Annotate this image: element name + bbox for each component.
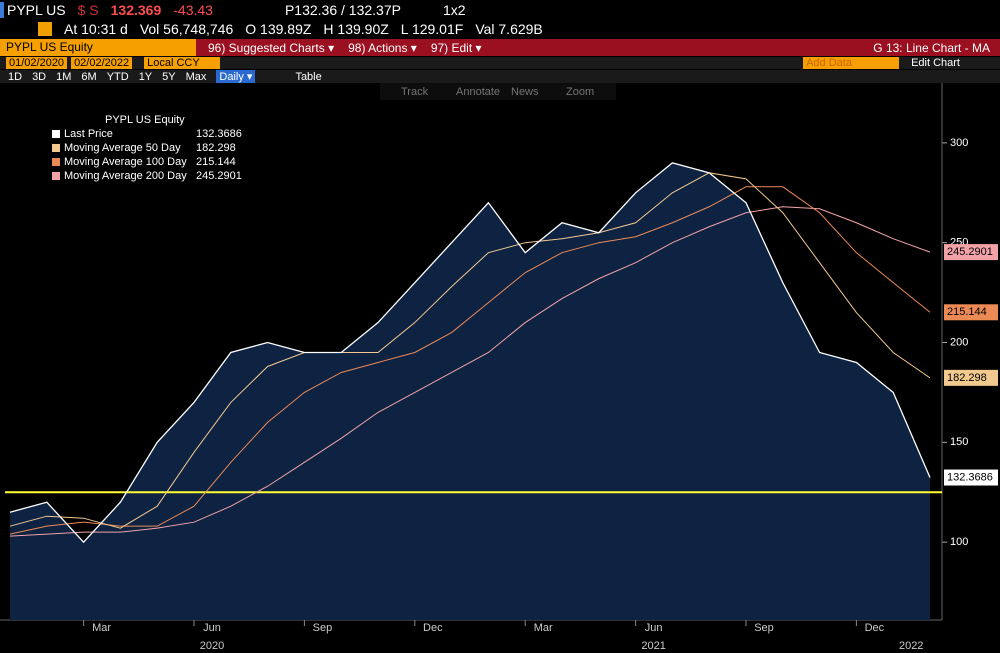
legend-title: PYPL US Equity — [105, 114, 185, 126]
currency: $ S — [77, 2, 99, 18]
time: At 10:31 d — [64, 21, 128, 37]
table-button[interactable]: Table — [295, 70, 322, 83]
icon — [38, 22, 52, 36]
x-tick-label: Sep — [313, 622, 333, 634]
legend-swatch — [52, 172, 60, 180]
price-tag-label: 215.144 — [947, 306, 987, 318]
view-name: G 13: Line Chart - MA — [873, 40, 990, 55]
legend-value: 245.2901 — [196, 170, 242, 182]
year-label: 2022 — [899, 640, 923, 652]
security[interactable]: PYPL US Equity — [0, 39, 196, 56]
date-row: 01/02/2020 02/02/2022 Local CCY Add Data… — [0, 57, 1000, 69]
quote-row: PYPL US $ S 132.369 -43.43 P132.36 / 132… — [0, 0, 1000, 20]
edit-chart[interactable]: Edit Chart — [911, 57, 960, 69]
end-date[interactable]: 02/02/2022 — [71, 57, 133, 69]
legend-value: 215.144 — [196, 156, 236, 168]
y-tick-label: 200 — [950, 336, 968, 348]
high: H 139.90Z — [323, 21, 389, 37]
x-tick-label: Dec — [865, 622, 885, 634]
chart: TrackAnnotateNewsZoom100150200250300245.… — [0, 83, 998, 652]
price-area — [10, 162, 930, 620]
price-tag-label: 245.2901 — [947, 246, 993, 258]
menu-item[interactable]: 98) Actions ▾ — [348, 40, 417, 55]
stats-row: At 10:31 d Vol 56,748,746 O 139.89Z H 13… — [0, 20, 1000, 38]
legend-box — [45, 110, 245, 184]
x-tick-label: Mar — [534, 622, 553, 634]
open: O 139.89Z — [245, 21, 312, 37]
price-tag — [944, 304, 998, 321]
x-tick-label: Sep — [754, 622, 774, 634]
period-button[interactable]: 3D — [32, 70, 47, 83]
period-button[interactable]: 1Y — [138, 70, 153, 83]
period-button[interactable]: 6M — [81, 70, 97, 83]
price-tag-label: 132.3686 — [947, 471, 993, 483]
legend-label: Moving Average 100 Day — [64, 156, 187, 168]
series-line — [9, 186, 931, 535]
legend-label: Moving Average 200 Day — [64, 170, 187, 182]
legend-swatch — [52, 144, 60, 152]
period-button[interactable]: 1M — [56, 70, 72, 83]
x-tick-label: Mar — [92, 622, 111, 634]
period-button[interactable]: 5Y — [162, 70, 176, 83]
price-tag — [944, 369, 998, 386]
series-line — [9, 172, 931, 529]
size: 1x2 — [442, 2, 466, 18]
change: -43.43 — [173, 2, 213, 18]
y-tick-label: 100 — [950, 536, 968, 548]
period-row: 1D 3D 1M 6M YTD 1Y 5Y Max Daily ▾ Table — [0, 70, 1000, 83]
toolbar-bg — [380, 83, 616, 100]
y-tick-label: 150 — [950, 436, 968, 448]
menu-item[interactable]: 97) Edit ▾ — [430, 40, 482, 55]
legend-swatch — [52, 158, 60, 166]
y-tick-label: 300 — [950, 137, 968, 149]
last: 132.369 — [110, 2, 162, 18]
val: Val 7.629B — [475, 21, 543, 37]
menu-item[interactable]: 96) Suggested Charts ▾ — [208, 40, 335, 55]
menu-items: 96) Suggested Charts ▾ 98) Actions ▾ 97) E… — [208, 41, 496, 55]
price-tag-label: 182.298 — [947, 372, 987, 384]
x-tick-label: Dec — [423, 622, 443, 634]
menubar: PYPL US Equity 96) Suggested Charts ▾ 98)… — [0, 39, 1000, 56]
period-button[interactable]: 1D — [8, 70, 23, 83]
period-button[interactable]: Max — [185, 70, 207, 83]
legend-value: 132.3686 — [196, 128, 242, 140]
price-tag — [944, 244, 998, 261]
series-line — [9, 162, 931, 544]
ticker: PYPL US — [7, 2, 66, 18]
currency-select[interactable]: Local CCY — [144, 57, 221, 69]
marker — [0, 2, 4, 18]
period-button[interactable]: YTD — [106, 70, 129, 83]
legend-label: Moving Average 50 Day — [64, 142, 181, 154]
price-tag — [944, 469, 998, 486]
bidask: P132.36 / 132.37P — [284, 2, 401, 18]
period-button[interactable]: Daily ▾ — [216, 70, 256, 83]
low: L 129.01F — [400, 21, 464, 37]
legend-swatch — [52, 130, 60, 138]
year-label: 2020 — [200, 640, 224, 652]
add-data[interactable]: Add Data — [803, 57, 900, 69]
x-tick-label: Jun — [645, 622, 663, 634]
legend-value: 182.298 — [196, 142, 236, 154]
volume: Vol 56,748,746 — [139, 21, 234, 37]
start-date[interactable]: 01/02/2020 — [6, 57, 68, 69]
legend-label: Last Price — [64, 128, 113, 140]
year-label: 2021 — [641, 640, 665, 652]
x-tick-label: Jun — [203, 622, 221, 634]
